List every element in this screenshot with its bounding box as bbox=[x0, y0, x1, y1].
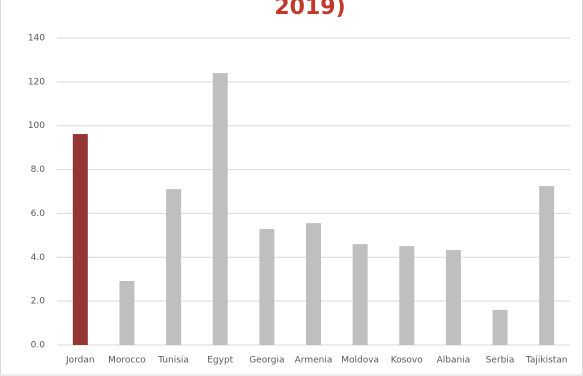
bar bbox=[72, 134, 88, 345]
y-tick-label: 140 bbox=[28, 34, 45, 44]
bar bbox=[259, 228, 275, 345]
bar bbox=[166, 189, 182, 345]
x-tick-label: Tajikistan bbox=[525, 356, 568, 366]
bar bbox=[119, 280, 135, 345]
x-tick-label: Jordan bbox=[65, 356, 95, 366]
bar bbox=[492, 309, 508, 345]
x-tick-label: Armenia bbox=[295, 356, 333, 366]
y-tick-label: 4.0 bbox=[31, 253, 46, 263]
y-tick-label: 100 bbox=[28, 121, 45, 131]
bar bbox=[212, 73, 228, 345]
y-tick-label: 6.0 bbox=[31, 209, 46, 219]
x-tick-label: Moldova bbox=[341, 356, 379, 366]
x-tick-label: Egypt bbox=[207, 356, 233, 366]
y-tick-label: 8.0 bbox=[31, 165, 46, 175]
bar bbox=[306, 223, 321, 345]
bar bbox=[352, 244, 368, 345]
x-tick-label: Albania bbox=[437, 356, 471, 366]
chart-title: 2019) bbox=[274, 0, 345, 20]
x-tick-label: Tunisia bbox=[157, 356, 189, 366]
bar bbox=[539, 186, 555, 345]
y-tick-label: 2.0 bbox=[31, 297, 46, 307]
y-tick-label: 0.0 bbox=[31, 341, 46, 351]
x-tick-label: Morocco bbox=[108, 356, 146, 366]
y-tick-label: 120 bbox=[28, 77, 45, 87]
x-tick-label: Kosovo bbox=[391, 356, 423, 366]
x-tick-label: Serbia bbox=[486, 356, 515, 366]
bar bbox=[445, 250, 461, 345]
x-tick-label: Georgia bbox=[249, 356, 284, 366]
bar bbox=[399, 246, 415, 345]
